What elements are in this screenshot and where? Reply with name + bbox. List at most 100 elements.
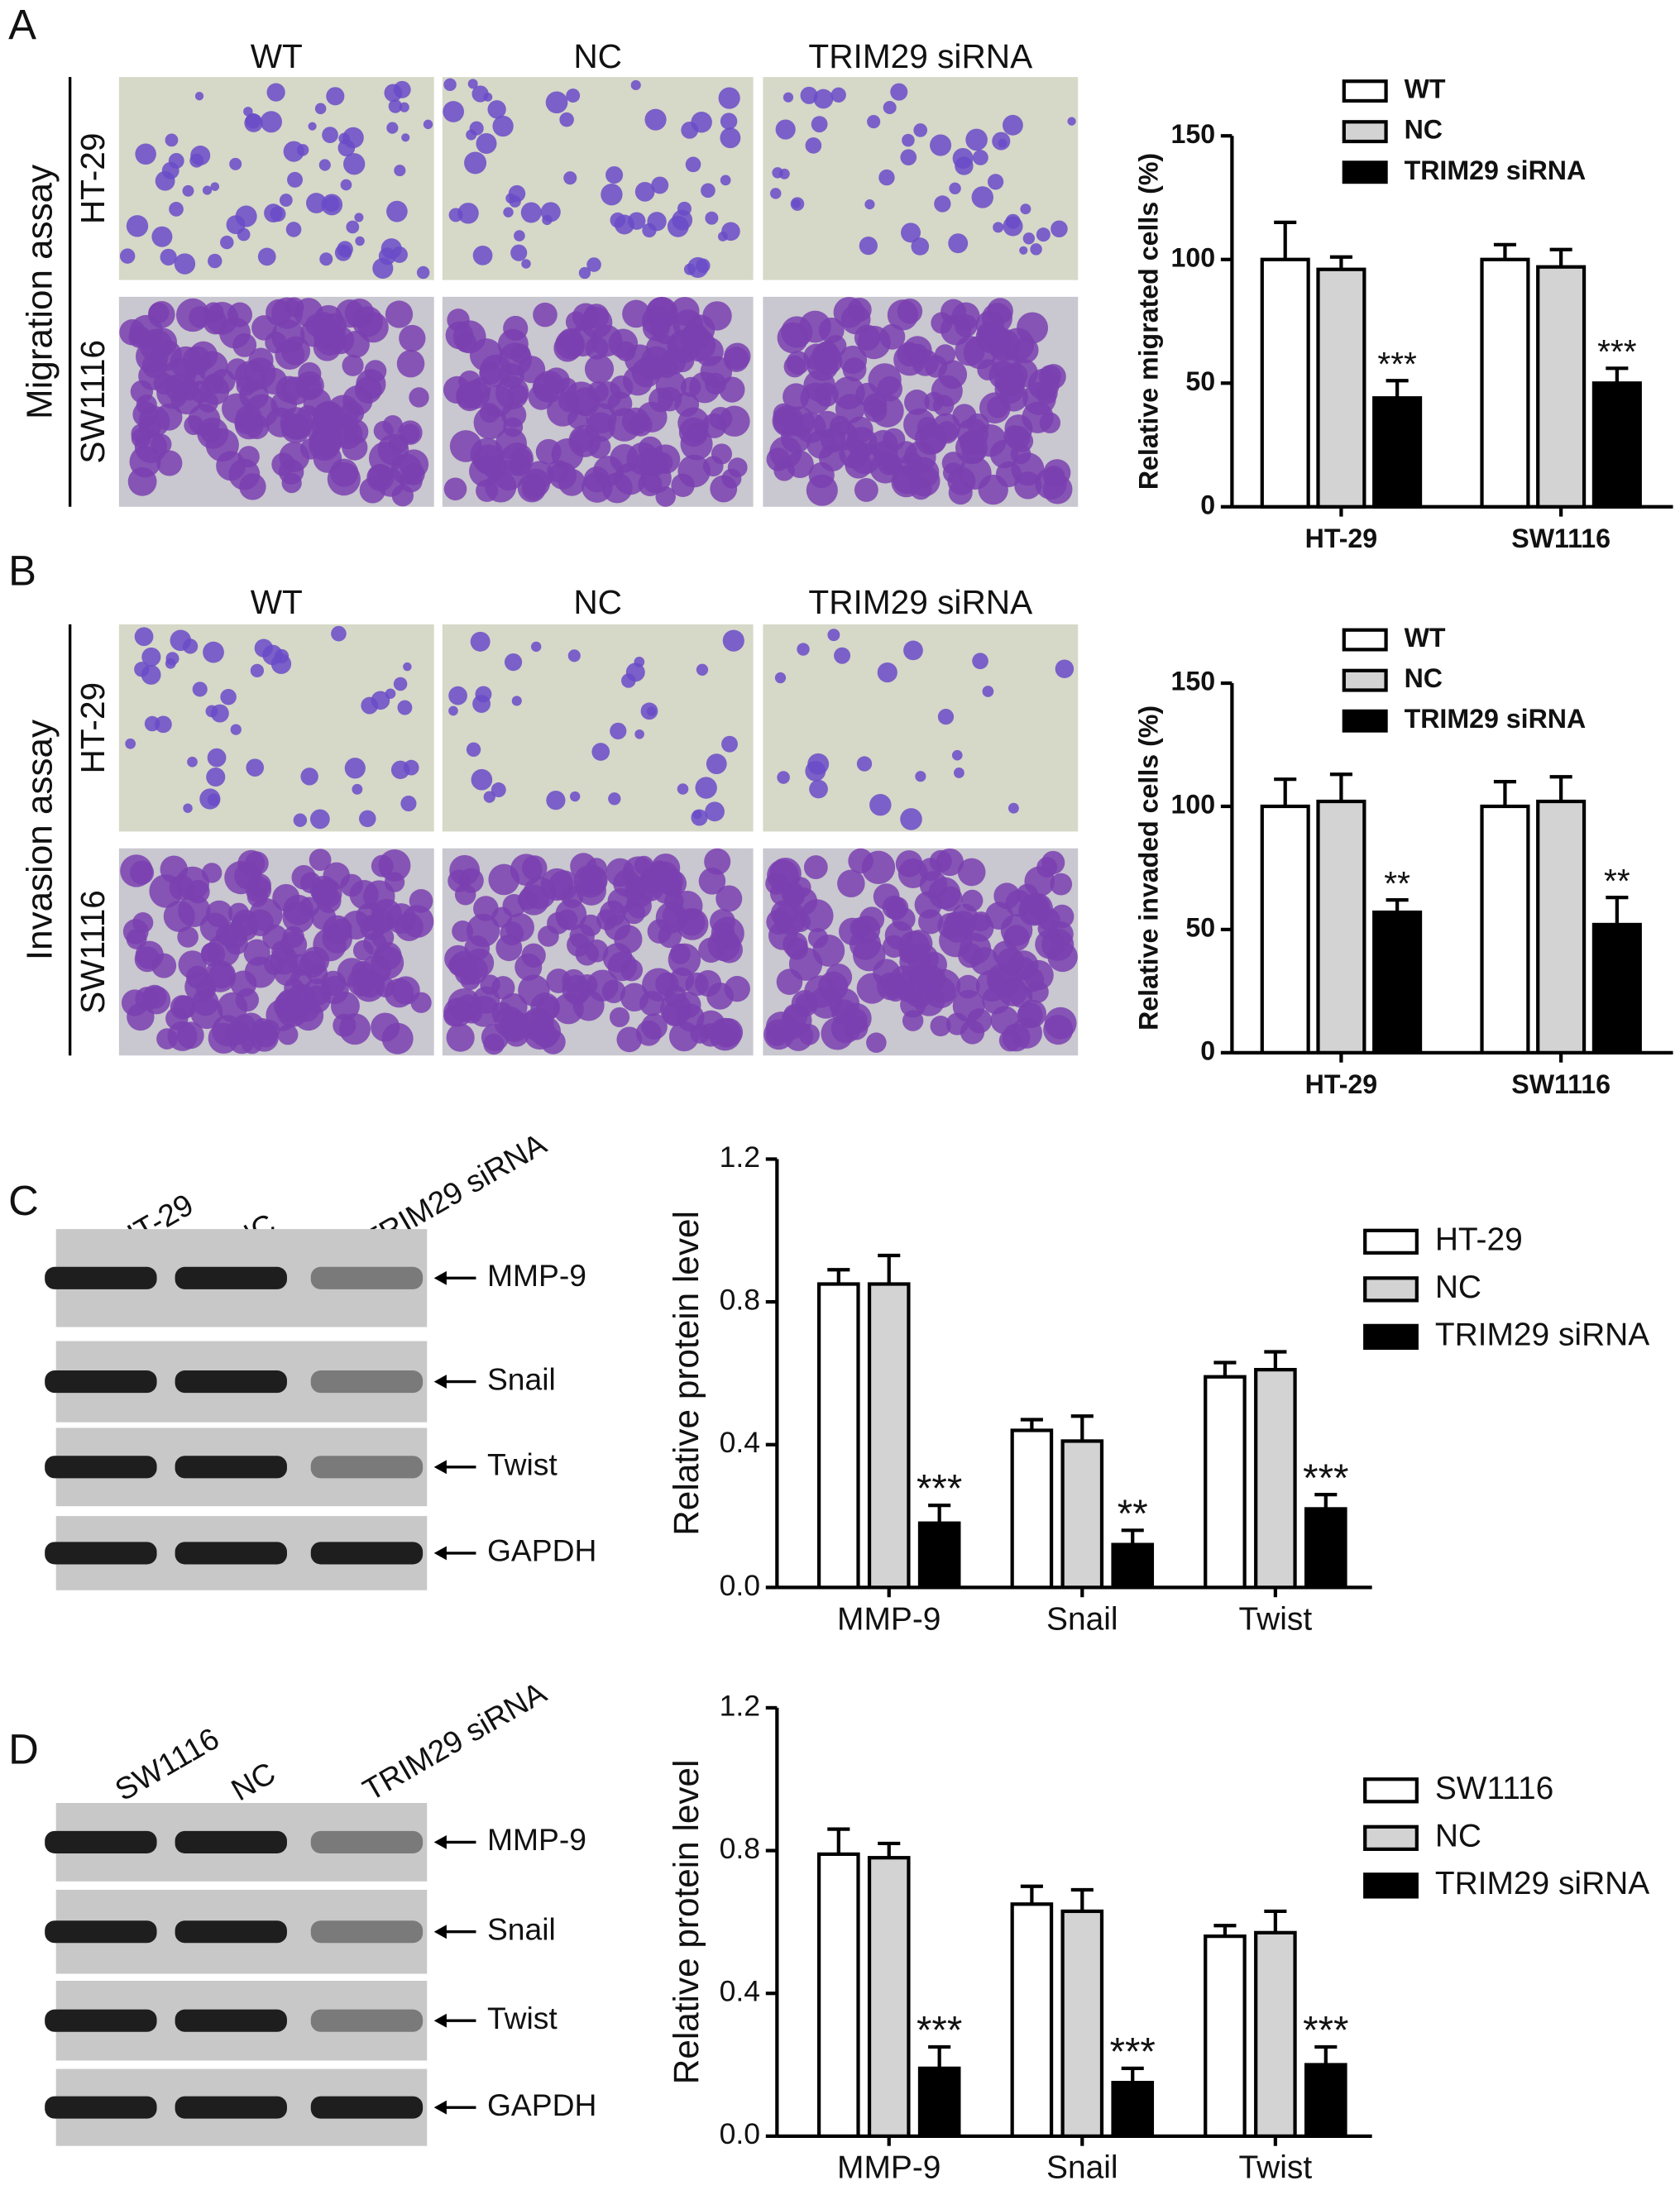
column-header: WT [251,37,303,75]
cell [207,748,227,768]
cell [915,771,926,782]
cell [338,132,350,145]
cell [176,1021,204,1050]
bar [1480,257,1530,509]
cell [265,332,287,354]
micrograph [763,848,1079,1056]
cell [655,486,676,507]
row-label: HT-29 [74,133,112,225]
cell [634,729,644,739]
cell [281,472,302,494]
cell [510,244,528,261]
cell [900,808,922,830]
cell [257,247,276,266]
cell [279,442,310,472]
cell [160,248,177,265]
cell [634,855,654,876]
cell [540,868,573,901]
cell [720,112,738,130]
cell [677,454,711,488]
cell [342,354,364,376]
cell [215,924,238,946]
cell [122,919,149,944]
blot-band [310,1542,424,1565]
cell [326,87,345,106]
cell [990,1006,1019,1035]
cell [702,301,732,331]
significance-label: ** [1384,864,1410,902]
cell [469,121,484,136]
bar [1010,1902,1054,2138]
cell [517,889,538,911]
cell [609,1007,630,1028]
legend-label: NC [1435,1819,1481,1854]
cell [333,1013,357,1037]
cell [399,324,426,352]
cell [837,869,865,898]
cell [930,1015,951,1037]
cell [583,466,610,493]
blot-band [45,1920,157,1944]
cell [935,344,956,366]
cell [783,383,810,410]
cell [130,380,154,404]
cell [893,343,926,376]
cell [845,451,873,479]
cell [567,649,581,662]
cell [491,782,506,798]
cell [285,222,302,237]
cell [311,312,336,336]
cell [640,355,666,380]
legend-swatch [1363,1777,1419,1804]
cell [972,653,988,670]
cell [641,1013,668,1040]
cell [677,783,689,795]
cell [854,324,881,351]
cell [852,916,881,944]
micrograph [763,296,1079,507]
cell [546,791,566,811]
cell [229,157,242,170]
cell [495,935,523,962]
cell [1055,659,1075,678]
cell [234,411,258,434]
micrograph [763,624,1079,832]
cell [911,237,930,256]
blot-band [310,1456,424,1479]
blot-band [45,1542,157,1565]
micrograph [118,296,434,507]
blot-band [310,1920,424,1944]
cell [156,1028,178,1050]
cell [189,306,211,328]
cell [869,793,892,816]
cell [148,302,170,323]
legend-swatch [1363,1228,1419,1255]
column-header: TRIM29 siRNA [808,583,1032,621]
cell [657,386,682,412]
cell [492,115,514,137]
cell [134,627,154,647]
bar [1260,804,1310,1054]
cell [530,641,542,653]
band-label: MMP-9 [487,1822,586,1857]
cell [472,695,491,713]
cell [948,233,969,254]
cell [155,715,172,734]
cell [410,992,432,1013]
cell [1010,443,1031,465]
cell [520,1011,544,1035]
cell [239,473,266,500]
cell [311,905,337,930]
cell [384,84,403,103]
cell [685,156,701,173]
cell [992,132,1011,151]
cell [448,705,458,716]
y-tick-label: 0.0 [720,2117,760,2150]
bar [867,1282,911,1590]
cell [797,643,810,656]
cell [567,325,599,357]
bar [1254,1930,1297,2138]
cell [385,903,417,934]
cell [961,440,986,464]
